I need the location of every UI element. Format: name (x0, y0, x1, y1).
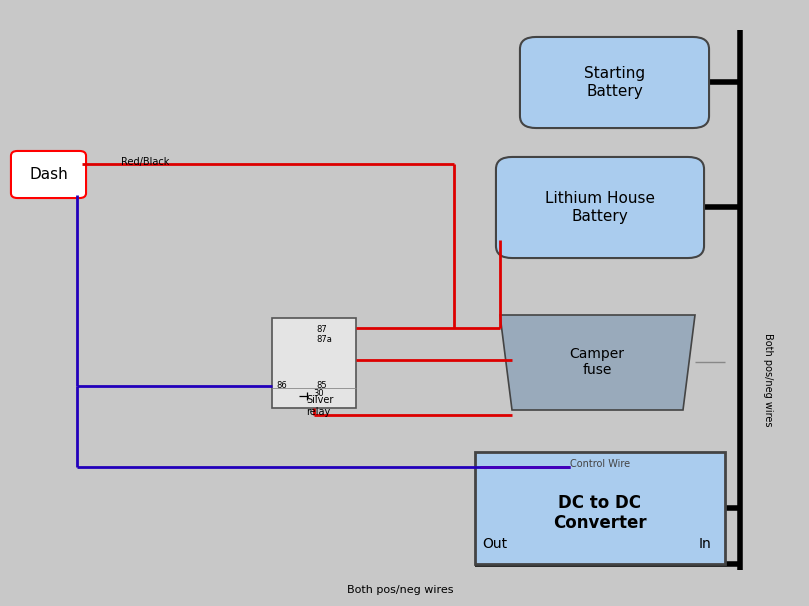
Text: Starting
Battery: Starting Battery (584, 66, 645, 99)
Text: DC to DC
Converter: DC to DC Converter (553, 494, 647, 533)
Text: Both pos/neg wires: Both pos/neg wires (347, 585, 453, 595)
Text: Out: Out (482, 537, 507, 551)
Text: Control Wire: Control Wire (570, 459, 630, 469)
Text: 30: 30 (314, 388, 324, 398)
Text: Red/Black: Red/Black (121, 157, 169, 167)
Text: 87a: 87a (316, 336, 332, 344)
Polygon shape (500, 315, 695, 410)
Text: Silver
relay: Silver relay (306, 395, 333, 417)
FancyBboxPatch shape (520, 37, 709, 128)
Text: Lithium House
Battery: Lithium House Battery (545, 191, 655, 224)
FancyBboxPatch shape (11, 151, 86, 198)
Text: Camper
fuse: Camper fuse (570, 347, 625, 377)
Text: 85: 85 (316, 382, 327, 390)
Text: Dash: Dash (29, 167, 68, 182)
Text: In: In (699, 537, 711, 551)
Bar (272, 318, 356, 408)
Text: 86: 86 (276, 382, 286, 390)
Bar (475, 452, 725, 564)
Text: Both pos/neg wires: Both pos/neg wires (763, 333, 773, 427)
FancyBboxPatch shape (496, 157, 704, 258)
Text: 87: 87 (316, 325, 327, 335)
